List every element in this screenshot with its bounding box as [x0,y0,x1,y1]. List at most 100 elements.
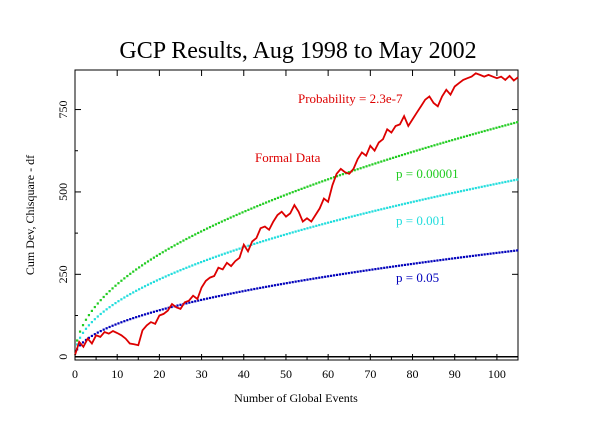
series-p001-point [200,261,203,264]
series-p00001-point [456,137,460,140]
series-p001-point [288,232,291,235]
series-p00001-point [176,242,179,245]
series-p001-point [442,193,445,197]
series-p00001-point [448,139,451,143]
series-p05-point [341,272,345,276]
series-p00001-point [480,130,483,133]
series-p05-point [418,261,421,264]
series-p05-point [244,289,247,292]
series-p00001-point [291,191,294,194]
series-p00001-point [329,177,333,180]
series-p00001-point [140,264,144,267]
series-p00001-point [409,151,412,154]
series-p00001-point [477,131,480,134]
series-p001-point [468,188,472,191]
series-p05-point [415,262,418,265]
series-p05-point [155,309,158,313]
series-p05 [76,249,519,351]
series-p05-point [480,253,483,256]
series-p001-point [433,195,436,199]
series-p001-point [430,196,433,199]
series-p05-point [436,259,439,262]
series-p001-point [507,180,510,183]
series-p001-point [353,214,356,217]
series-p001-point [117,300,120,303]
series-p05-point [501,251,504,254]
series-p001-point [226,251,229,254]
series-p05-point [368,268,371,272]
series-p00001-point [347,171,350,174]
series-p001-point [273,236,277,239]
series-p05-point [238,290,241,293]
series-p05-point [111,324,114,327]
series-p05-point [359,270,362,273]
series-p00001-point [214,223,218,226]
series-p001-point [205,258,209,262]
series-p00001-point [380,160,383,163]
series-p00001-point [377,161,380,164]
series-p00001-point [90,309,93,312]
series-p05-point [448,257,451,261]
series-p05-point [400,264,404,267]
series-p00001-point [394,155,398,159]
series-p001-point [368,211,371,214]
series-p001-point [158,278,161,281]
series-p00001-point [392,156,395,159]
series-p001-point [170,272,173,276]
series-p05-point [465,255,469,258]
series-p05-point [421,261,424,264]
series-p001-point [412,200,415,203]
series-p00001-point [445,140,448,143]
series-p05-point [223,293,226,296]
p05-label: p = 0.05 [396,270,439,285]
plot-area-border [74,69,519,361]
series-p001-point [161,276,164,279]
series-p00001-point [507,123,510,126]
series-p00001-point [439,142,442,145]
series-p05-point [403,263,407,267]
series-p00001-point [383,159,386,162]
series-p001-point [380,208,383,211]
series-p001-point [93,318,96,321]
series-p001-point [415,199,418,203]
series-p05-point [318,276,321,279]
series-p00001-point [421,147,424,150]
series-p00001-point [442,141,445,144]
series-p00001-point [152,256,155,259]
series-p05-point [170,305,173,309]
series-p05-point [90,334,93,338]
series-p001-point [312,225,315,228]
series-p05-point [288,281,291,284]
series-p00001-point [312,183,315,186]
series-p001-point [309,226,312,229]
series-p001-point [253,242,256,246]
series-p001-point [332,220,336,223]
series-p05-point [315,277,318,280]
series-p001-point [114,301,117,305]
series-p001-point [197,262,200,265]
series-p001-point [409,201,412,204]
series-p00001-point [501,125,504,128]
series-p05-point [489,252,492,255]
series-p00001-point [226,217,229,221]
series-p05-point [477,254,480,257]
series-p00001-point [368,164,371,167]
series-p00001-point [220,220,223,223]
series-p00001-point [96,302,99,305]
x-tick-label: 60 [322,367,334,381]
series-p05-point [108,325,111,329]
series-p00001-point [259,203,262,207]
y-tick-label: 0 [56,354,70,360]
x-tick-label: 40 [238,367,250,381]
series-p001-point [220,253,223,256]
series-p00001-point [164,249,167,252]
series-p001-point [267,238,271,241]
series-p05-point [279,283,282,286]
series-p001-point [152,280,155,283]
series-p001-point [400,203,404,206]
series-p00001-point [327,178,330,181]
series-p00001-point [253,206,256,209]
series-p05-point [140,314,144,317]
series-p05-point [386,266,389,269]
series-p05-point [96,331,99,334]
